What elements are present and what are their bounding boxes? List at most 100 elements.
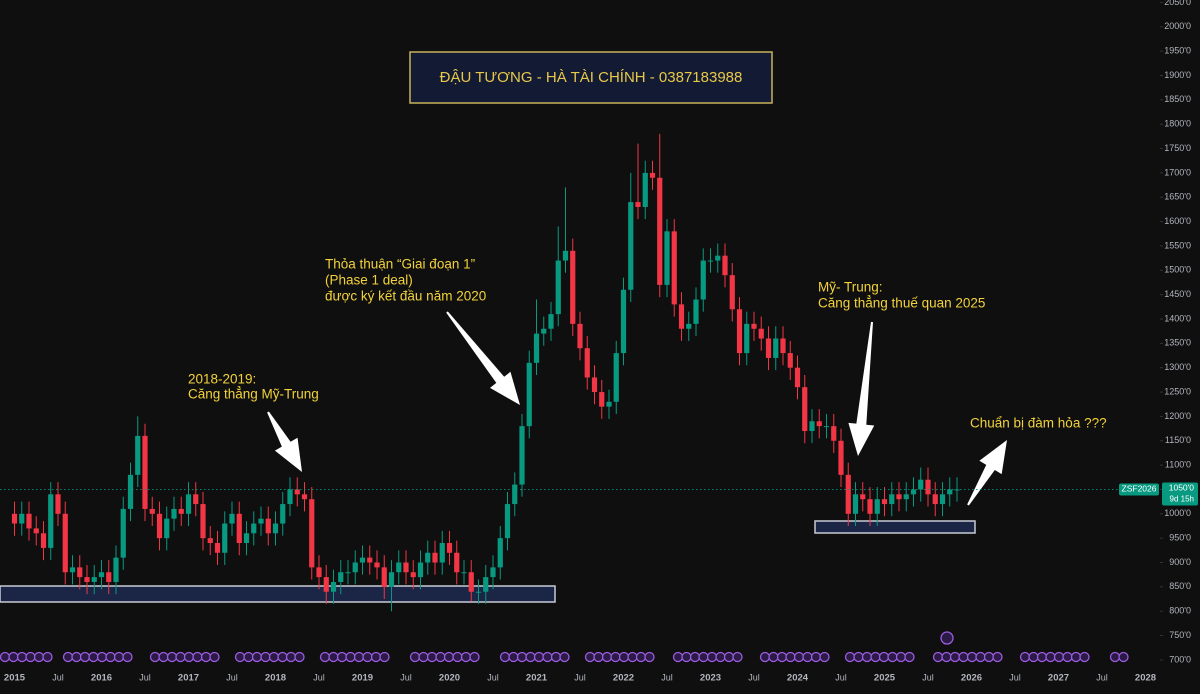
y-tick-label: 800'0 [1169, 606, 1191, 616]
candle-body [657, 177, 663, 285]
candle-body [526, 362, 532, 427]
y-tick-label: 1150'0 [1165, 435, 1191, 445]
annotation: 2018-2019: [188, 372, 256, 387]
event-icon [878, 651, 890, 663]
candle-body [678, 304, 685, 329]
event-icon [533, 651, 545, 663]
candle-body [381, 567, 387, 587]
event-icon [460, 651, 472, 663]
event-icon [975, 651, 986, 663]
candle-body [142, 435, 148, 509]
candle-body [903, 494, 909, 500]
event-icon [887, 651, 898, 663]
candle-body [164, 518, 170, 539]
candle-body [881, 499, 888, 505]
x-tick-label: Jul [835, 672, 847, 682]
event-icon [499, 651, 511, 663]
y-tick-label: 900'0 [1169, 557, 1191, 567]
last-price-label: 1050'0 [1169, 483, 1195, 493]
candle-body [555, 260, 561, 315]
y-tick-label: 1750'0 [1164, 143, 1191, 153]
candle-body [171, 508, 177, 519]
candle-body [809, 421, 815, 432]
event-icon [785, 651, 796, 663]
event-icon [268, 651, 280, 663]
event-icon [1019, 651, 1031, 663]
y-tick-label: 850'0 [1169, 581, 1191, 591]
candle-body [613, 353, 619, 402]
candle-body [715, 255, 721, 261]
candle-body [729, 275, 735, 310]
event-icon [166, 651, 178, 663]
candle-body [497, 538, 503, 568]
candle-body [280, 504, 286, 524]
event-icon [1053, 651, 1065, 663]
candle-body [483, 577, 489, 592]
candle-body [548, 314, 554, 329]
event-icon [251, 651, 263, 663]
event-icon [516, 651, 528, 663]
title-box [409, 51, 773, 104]
event-icon [8, 651, 19, 663]
candle-body [541, 328, 547, 334]
candle-body [461, 572, 467, 574]
event-icon [328, 651, 339, 663]
event-icon [550, 651, 562, 663]
event-icon [183, 651, 195, 663]
y-tick-label: 1400'0 [1164, 313, 1191, 323]
candle-body [910, 489, 917, 495]
candle-body [642, 172, 648, 207]
chart-title: ĐẬU TƯƠNG - HÀ TÀI CHÍNH - 0387183988 [440, 69, 743, 86]
event-icon [362, 651, 373, 663]
candle-body [838, 440, 844, 475]
candle-body [577, 323, 583, 349]
candles [11, 133, 960, 612]
candle-body [889, 494, 895, 505]
event-icon [1109, 651, 1121, 663]
x-tick-label: Jul [52, 672, 64, 682]
event-icon [635, 651, 647, 663]
event-icon [706, 651, 718, 663]
candle-body [744, 323, 750, 354]
candle-body [954, 489, 960, 491]
candle-body [599, 392, 605, 407]
event-icon [508, 651, 519, 663]
event-icon [105, 651, 116, 663]
x-tick-label: Jul [1096, 672, 1108, 682]
event-icon [992, 651, 1003, 663]
event-icon [0, 651, 11, 663]
event-icon [525, 651, 536, 663]
event-icon [844, 651, 856, 663]
x-tick-label: 2023 [700, 673, 721, 684]
arrow [446, 311, 520, 405]
event-icon [698, 651, 709, 663]
candle-body [925, 479, 931, 495]
event-icon [861, 651, 873, 663]
x-tick-label: Jul [313, 672, 325, 682]
event-icon [243, 651, 254, 663]
event-icon [949, 651, 961, 663]
candle-body [780, 338, 786, 354]
candle-body [439, 543, 445, 563]
candle-body [570, 250, 576, 324]
x-tick-label: 2022 [613, 673, 634, 684]
event-icon [79, 651, 91, 663]
candle-body [671, 231, 677, 305]
candle-body [852, 494, 859, 514]
candle-body [620, 289, 627, 354]
y-tick-label: 1200'0 [1164, 411, 1191, 421]
event-icon [689, 651, 701, 663]
y-tick-label: 2000'0 [1164, 21, 1191, 31]
event-icon [958, 651, 969, 663]
event-icon [113, 651, 125, 663]
x-tick-label: 2015 [4, 673, 26, 684]
candle-body [91, 577, 97, 582]
event-icon [435, 651, 446, 663]
event-icon [593, 651, 604, 663]
candle-body [193, 494, 199, 505]
support-zone [0, 585, 556, 603]
event-icon [336, 651, 348, 663]
candle-body [127, 474, 134, 509]
